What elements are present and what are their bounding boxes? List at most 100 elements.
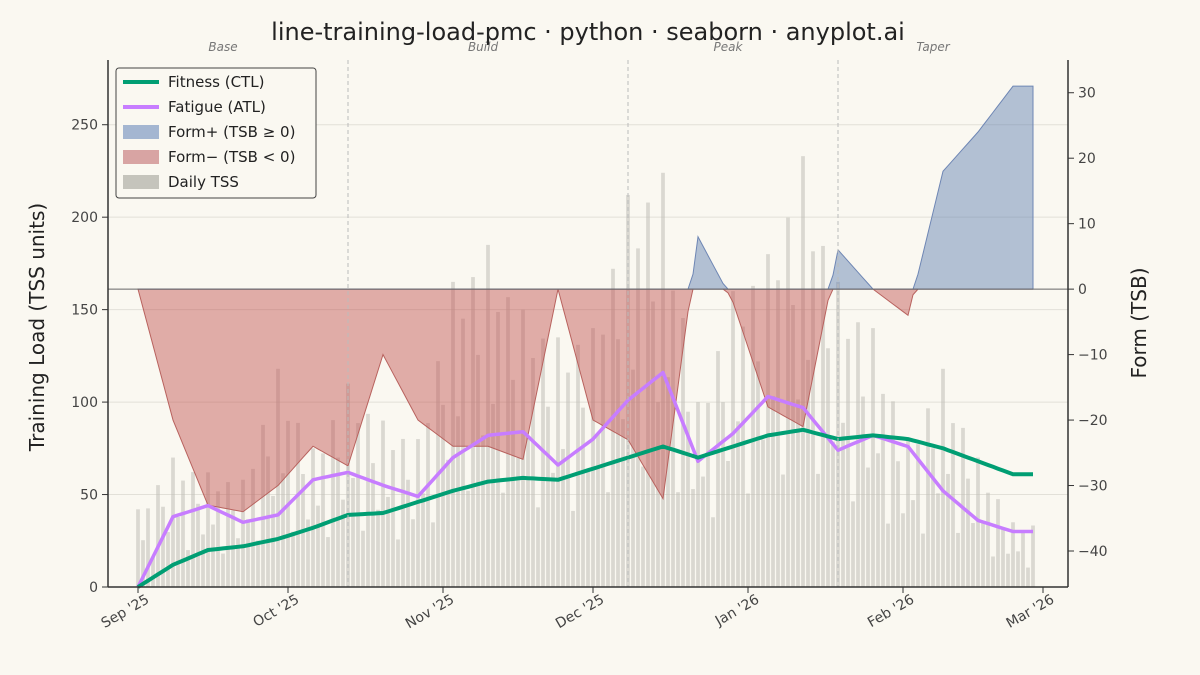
tss-bar xyxy=(1011,522,1015,587)
tss-bar xyxy=(326,537,330,587)
tss-bar xyxy=(256,540,260,587)
tss-bar xyxy=(951,423,955,587)
tss-bar xyxy=(781,474,785,587)
tss-bar xyxy=(686,411,690,587)
tss-bar xyxy=(666,377,670,587)
tss-bar xyxy=(341,499,345,587)
tss-bar xyxy=(791,305,795,587)
y2-tick-label: −10 xyxy=(1078,348,1108,364)
tss-bar xyxy=(1006,553,1010,587)
tss-bar xyxy=(646,202,650,587)
tss-bar xyxy=(606,492,610,587)
legend-box xyxy=(115,67,317,199)
tss-bar xyxy=(201,534,205,587)
tss-bar xyxy=(296,422,300,587)
tss-bar xyxy=(561,448,565,587)
tss-bar xyxy=(411,519,415,587)
tss-bar xyxy=(956,532,960,587)
tss-bar xyxy=(991,556,995,587)
tss-bar xyxy=(366,413,370,587)
tss-bar xyxy=(291,531,295,587)
tss-bar xyxy=(731,291,735,587)
tss-bar xyxy=(406,479,410,587)
legend-entry-label: Daily TSS xyxy=(168,173,239,191)
y-tick-label: 200 xyxy=(71,210,98,226)
tss-bar xyxy=(616,339,620,587)
tss-bar xyxy=(966,478,970,587)
tss-bar xyxy=(541,338,545,587)
tss-bar xyxy=(361,530,365,587)
tss-bar xyxy=(451,281,455,587)
tss-bar xyxy=(706,402,710,587)
tss-bar xyxy=(381,420,385,587)
tss-bar xyxy=(711,517,715,587)
tss-bar xyxy=(566,372,570,587)
tss-bar xyxy=(891,401,895,587)
tss-bar xyxy=(346,383,350,587)
tss-bar xyxy=(691,489,695,587)
tss-bar xyxy=(1026,567,1030,587)
y2-tick-label: −20 xyxy=(1078,413,1108,429)
tss-bar xyxy=(856,322,860,587)
y-tick-label: 0 xyxy=(89,580,98,596)
tss-bar xyxy=(261,424,265,587)
tss-bar xyxy=(506,297,510,587)
tss-bar xyxy=(431,522,435,587)
tss-bar xyxy=(151,557,155,587)
tss-bar xyxy=(191,472,195,587)
tss-bar xyxy=(861,396,865,587)
y2-tick-label: 30 xyxy=(1078,86,1096,102)
tss-bar xyxy=(276,368,280,587)
tss-bar xyxy=(996,499,1000,587)
tss-bar xyxy=(721,402,725,587)
tss-bar xyxy=(866,467,870,587)
tss-bar xyxy=(921,533,925,587)
y2-axis-label: Form (TSB) xyxy=(1127,268,1151,379)
phase-markers: Base Build Peak Taper xyxy=(208,40,951,587)
tss-bar xyxy=(746,493,750,587)
tss-bar xyxy=(1031,525,1035,587)
tss-bar xyxy=(696,402,700,587)
tss-bar xyxy=(186,550,190,587)
legend-swatch-patch xyxy=(123,125,159,139)
y2-tick-label: 10 xyxy=(1078,217,1096,233)
tss-bar xyxy=(511,379,515,587)
tss-bar xyxy=(651,301,655,587)
y-tick-label: 250 xyxy=(71,118,98,134)
tss-bar xyxy=(556,337,560,587)
tss-bar xyxy=(531,357,535,587)
tss-bar xyxy=(636,248,640,587)
tss-bar xyxy=(801,156,805,587)
tss-bar xyxy=(911,500,915,587)
tss-bar xyxy=(886,523,890,587)
tss-bar xyxy=(1021,531,1025,587)
tss-bar xyxy=(701,476,705,587)
legend-entry-label: Form+ (TSB ≥ 0) xyxy=(168,123,295,141)
tss-bar xyxy=(221,553,225,587)
tss-bar xyxy=(761,439,765,587)
phase-label: Taper xyxy=(916,40,950,54)
load-lines xyxy=(136,370,1033,589)
tss-bar xyxy=(596,434,600,587)
tss-bar xyxy=(581,407,585,587)
tss-bar xyxy=(676,492,680,587)
tss-bar xyxy=(321,453,325,587)
legend-entry-label: Fatigue (ATL) xyxy=(168,98,266,116)
tss-bar xyxy=(386,496,390,587)
tss-bar xyxy=(821,245,825,587)
tss-bar xyxy=(841,422,845,587)
y-tick-label: 150 xyxy=(71,303,98,319)
tss-bar xyxy=(156,485,160,587)
legend-swatch-patch xyxy=(123,175,159,189)
tss-bar xyxy=(401,438,405,587)
tss-bar xyxy=(631,369,635,587)
legend-entry-label: Fitness (CTL) xyxy=(168,73,264,91)
tss-bar xyxy=(466,490,470,587)
tss-bar xyxy=(226,482,230,587)
form-negative-area xyxy=(137,288,1033,513)
tss-bar xyxy=(446,459,450,587)
legend-entry-label: Form− (TSB < 0) xyxy=(168,148,295,166)
tss-bar xyxy=(906,439,910,587)
tss-bar xyxy=(161,506,165,587)
tss-bar xyxy=(396,539,400,587)
